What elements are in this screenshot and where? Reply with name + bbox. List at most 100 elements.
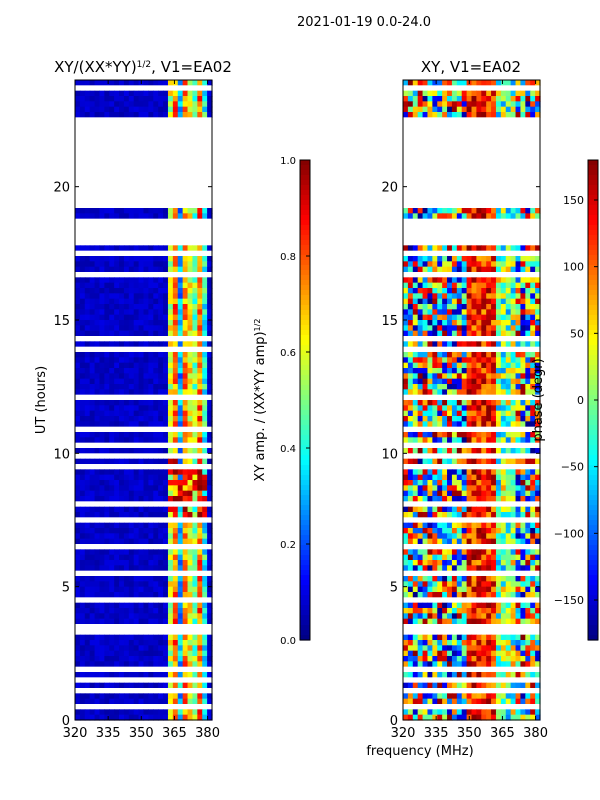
right-heatmap-cell	[471, 496, 477, 502]
left-colorbar-step	[300, 540, 310, 546]
right-heatmap-cell	[500, 634, 507, 641]
right-heatmap-cell	[447, 245, 453, 252]
right-heatmap-cell	[535, 592, 541, 598]
left-heatmap-cell	[177, 208, 184, 214]
right-heatmap-cell	[476, 602, 482, 609]
left-heatmap-cell	[172, 293, 179, 300]
left-heatmap-cell	[187, 357, 194, 364]
right-heatmap-cell	[486, 101, 492, 108]
right-heatmap-cell	[486, 213, 492, 220]
left-heatmap-cell	[207, 656, 213, 662]
left-heatmap-cell	[79, 410, 86, 417]
left-heatmap-cell	[123, 378, 130, 385]
left-heatmap-cell	[128, 490, 135, 497]
left-heatmap-cell	[207, 325, 213, 332]
left-heatmap-cell	[207, 565, 213, 572]
left-heatmap-cell	[119, 602, 125, 609]
left-heatmap-cell	[158, 549, 164, 556]
right-heatmap-cell	[417, 522, 424, 529]
left-flagged-row	[75, 677, 212, 684]
right-heatmap-cell	[417, 101, 424, 108]
right-heatmap-cell	[515, 101, 522, 108]
right-colorbar-step	[588, 310, 598, 316]
left-heatmap-cell	[182, 304, 189, 310]
left-heatmap-cell	[148, 458, 154, 465]
right-heatmap-cell	[486, 506, 492, 513]
left-heatmap-cell	[79, 389, 86, 396]
right-heatmap-cell	[437, 565, 443, 572]
left-heatmap-cell	[187, 293, 194, 300]
left-heatmap-cell	[182, 320, 189, 326]
left-ytick-label: 15	[53, 314, 70, 329]
right-heatmap-cell	[500, 325, 507, 332]
right-heatmap-cell	[403, 634, 409, 641]
left-flagged-row	[75, 464, 212, 470]
right-heatmap-cell	[432, 101, 438, 108]
right-heatmap-cell	[495, 480, 502, 486]
left-heatmap-cell	[79, 330, 86, 337]
right-heatmap-cell	[447, 400, 453, 406]
right-heatmap-cell	[515, 277, 522, 284]
right-heatmap-cell	[495, 320, 502, 326]
left-heatmap-cell	[133, 586, 140, 593]
left-title-power: 1/2	[137, 60, 151, 70]
left-heatmap-cell	[177, 432, 184, 438]
left-heatmap-cell	[79, 304, 86, 310]
right-flagged-row	[403, 677, 540, 684]
right-heatmap-cell	[417, 506, 424, 513]
left-heatmap-cell	[143, 522, 149, 529]
left-flagged-row	[75, 144, 212, 150]
left-heatmap-cell	[143, 362, 149, 369]
right-heatmap-cell	[427, 378, 433, 385]
right-colorbar-step	[588, 570, 598, 576]
right-heatmap-cell	[403, 602, 409, 609]
left-heatmap-cell	[99, 672, 105, 678]
right-heatmap-cell	[520, 341, 526, 348]
right-heatmap-cell	[442, 656, 448, 662]
right-heatmap-cell	[491, 682, 497, 689]
right-heatmap-cell	[456, 533, 463, 540]
left-heatmap-cell	[148, 389, 154, 396]
left-heatmap-cell	[75, 528, 81, 534]
right-heatmap-cell	[412, 576, 419, 582]
right-heatmap-cell	[437, 245, 443, 252]
right-heatmap-cell	[520, 357, 526, 364]
left-colorbar-step	[300, 280, 310, 286]
left-heatmap-cell	[133, 245, 140, 252]
right-heatmap-cell	[486, 581, 492, 588]
right-heatmap-cell	[461, 592, 468, 598]
left-heatmap-cell	[153, 618, 159, 625]
right-heatmap-cell	[447, 458, 453, 465]
right-heatmap-cell	[530, 314, 536, 321]
left-heatmap-cell	[128, 437, 135, 444]
right-heatmap-cell	[476, 576, 482, 582]
right-heatmap-cell	[515, 298, 522, 305]
left-heatmap-cell	[94, 384, 101, 390]
left-heatmap-cell	[202, 405, 208, 412]
left-heatmap-cell	[114, 245, 120, 252]
left-heatmap-cell	[143, 565, 149, 572]
right-heatmap-cell	[535, 528, 541, 534]
right-heatmap-cell	[461, 314, 468, 321]
left-heatmap-cell	[99, 714, 105, 721]
left-heatmap-cell	[172, 421, 179, 428]
right-colorbar-step	[588, 500, 598, 506]
left-heatmap-cell	[114, 90, 120, 97]
right-ytick-label: 0	[390, 714, 398, 729]
right-colorbar-step	[588, 405, 598, 411]
left-heatmap-cell	[192, 410, 198, 417]
left-heatmap-cell	[119, 357, 125, 364]
right-colorbar-step	[588, 560, 598, 566]
right-heatmap-cell	[442, 378, 448, 385]
left-heatmap-cell	[89, 384, 96, 390]
right-heatmap-cell	[515, 261, 522, 268]
left-heatmap-cell	[138, 645, 145, 652]
left-heatmap-cell	[167, 208, 174, 214]
right-heatmap-cell	[535, 293, 541, 300]
right-heatmap-cell	[481, 314, 487, 321]
left-heatmap-cell	[79, 592, 86, 598]
left-heatmap-cell	[128, 325, 135, 332]
right-heatmap-cell	[437, 672, 443, 678]
right-heatmap-cell	[481, 533, 487, 540]
